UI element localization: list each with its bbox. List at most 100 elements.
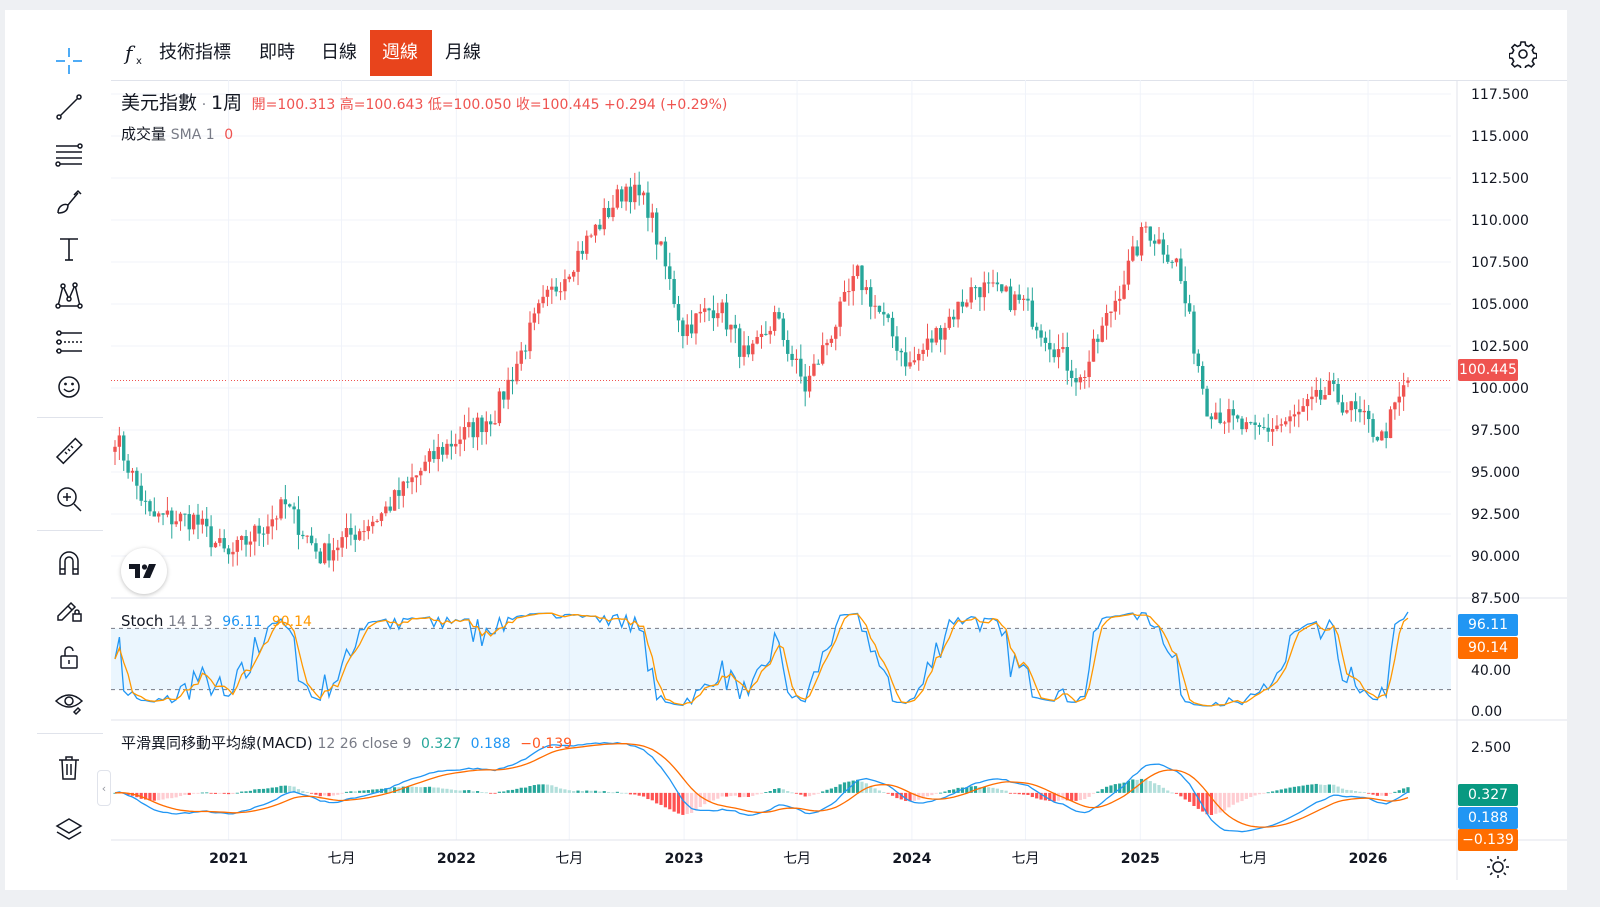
candle [1397, 396, 1401, 403]
macd-histogram-bar [1402, 788, 1406, 793]
macd-histogram-bar [672, 792, 676, 812]
candle [178, 513, 183, 522]
macd-histogram-bar [1227, 792, 1231, 808]
layers-icon[interactable] [52, 813, 86, 847]
pattern-icon[interactable] [52, 278, 86, 312]
macd-histogram-bar [558, 788, 563, 793]
stoch-k-line [114, 611, 1409, 707]
price-axis-label: 115.000 [1471, 129, 1529, 145]
candle [537, 303, 541, 314]
chart-canvas[interactable]: 117.500 115.000 112.500 110.000 107.500 105.0… [111, 80, 1567, 890]
tradingview-logo-icon [129, 564, 156, 578]
candle [1279, 424, 1284, 426]
candle [1336, 383, 1340, 403]
candle [1113, 300, 1118, 312]
candle [1056, 349, 1061, 358]
macd-histogram-bar [899, 792, 903, 800]
candle [292, 506, 296, 510]
candle [720, 302, 724, 314]
candle [641, 192, 646, 196]
gear-icon[interactable] [1509, 40, 1537, 68]
indicators-button[interactable]: 技術指標 [159, 42, 231, 63]
macd-histogram-bar [1292, 786, 1297, 793]
magnet-icon[interactable] [52, 546, 86, 580]
candle [366, 526, 371, 532]
candle [1187, 303, 1192, 312]
ruler-icon[interactable] [52, 435, 86, 469]
stoch-d-tag: 90.14 [1458, 637, 1518, 659]
sun-icon[interactable] [1486, 855, 1510, 879]
macd-histogram-bar [1353, 791, 1358, 793]
candle [541, 296, 545, 304]
macd-histogram-bar [821, 791, 825, 793]
macd-histogram-bar [222, 792, 226, 794]
candle [432, 451, 436, 460]
candle [1052, 349, 1056, 358]
macd-histogram-bar [790, 792, 794, 794]
collapse-toolbar-handle[interactable]: ‹ [97, 770, 111, 806]
candle [1270, 429, 1275, 432]
candle [855, 265, 860, 277]
macd-histogram-bar [947, 790, 951, 793]
candle [148, 501, 152, 512]
candle [1388, 409, 1393, 439]
crosshair-icon[interactable] [52, 44, 86, 78]
unlock-icon[interactable] [52, 640, 86, 674]
candle [165, 510, 170, 515]
timeframe-monthly[interactable]: 月線 [445, 42, 481, 63]
macd-histogram-bar [475, 791, 480, 793]
lock-draw-icon[interactable] [52, 592, 86, 626]
macd-histogram-bar [987, 787, 991, 793]
macd-histogram-bar [685, 792, 689, 814]
macd-histogram-bar [288, 785, 292, 793]
candle [563, 279, 567, 292]
tradingview-logo[interactable] [121, 548, 167, 594]
brush-icon[interactable] [52, 185, 86, 219]
macd-histogram-bar [205, 792, 209, 794]
timeframe-weekly[interactable]: 週線 [370, 30, 432, 76]
macd-histogram-bar [143, 792, 148, 800]
timeframe-daily[interactable]: 日線 [321, 42, 357, 63]
candle [1017, 294, 1021, 300]
trend-line-icon[interactable] [52, 90, 86, 124]
fib-lines-icon[interactable] [52, 138, 86, 172]
forecast-icon[interactable] [52, 325, 86, 359]
macd-histogram-bar [240, 791, 244, 793]
eye-icon[interactable] [52, 684, 86, 718]
candle [1375, 436, 1380, 441]
candle [322, 543, 327, 564]
emoji-icon[interactable] [52, 370, 86, 404]
price-axis-label: 117.500 [1471, 87, 1529, 103]
trash-icon[interactable] [52, 751, 86, 785]
drawing-toolbar: ‹ [5, 10, 111, 890]
macd-histogram-bar [786, 791, 790, 793]
macd-histogram-bar [1087, 792, 1091, 797]
time-axis-label: 2025 [1121, 851, 1160, 867]
candle [170, 510, 174, 525]
macd-histogram-bar [1096, 791, 1100, 793]
macd-histogram-bar [720, 792, 724, 797]
timeframe-realtime[interactable]: 即時 [259, 42, 295, 63]
macd-histogram-bar [1118, 783, 1122, 793]
candle [737, 328, 742, 357]
macd-histogram-bar [1030, 792, 1034, 798]
candle [239, 536, 244, 540]
symbol-name[interactable]: 美元指數 [121, 92, 198, 114]
macd-histogram-bar [676, 792, 681, 814]
macd-histogram-bar [650, 792, 654, 801]
candle [803, 376, 807, 392]
macd-histogram-bar [1349, 790, 1353, 793]
candle [502, 391, 506, 400]
chart-area[interactable]: 117.500 115.000 112.500 110.000 107.500 105.0… [111, 80, 1567, 890]
candle [790, 353, 794, 360]
macd-histogram-bar [1375, 792, 1380, 796]
candle [1218, 412, 1222, 423]
macd-legend: 平滑異同移動平均線(MACD) 12 26 close 9 0.327 0.18… [121, 732, 572, 753]
candle [925, 338, 930, 350]
text-icon[interactable] [52, 232, 86, 266]
candle [764, 333, 768, 335]
candle [873, 305, 877, 307]
zoom-in-icon[interactable] [52, 482, 86, 516]
macd-histogram-bar [585, 790, 589, 793]
